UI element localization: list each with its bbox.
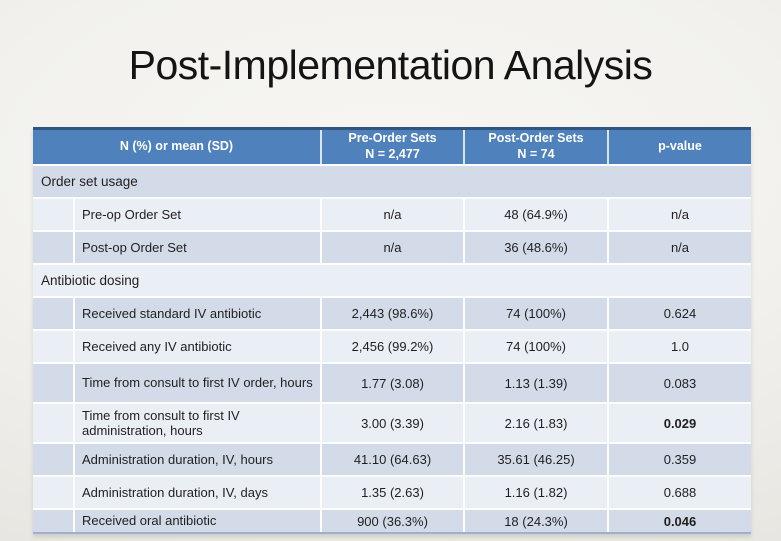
- table-row-administration-duration-hours: Administration duration, IV, hours 41.10…: [33, 442, 751, 475]
- post-value: 2.16 (1.83): [463, 404, 607, 442]
- table-header-row: N (%) or mean (SD) Pre-Order Sets N = 2,…: [33, 127, 751, 164]
- pre-value: 2,456 (99.2%): [320, 331, 463, 362]
- section-label: Antibiotic dosing: [41, 273, 140, 288]
- header-pre-line2: N = 2,477: [365, 147, 420, 161]
- pre-value: 1.77 (3.08): [320, 364, 463, 402]
- p-value: 0.624: [607, 298, 751, 329]
- p-value: 0.359: [607, 444, 751, 475]
- section-label: Order set usage: [41, 174, 138, 189]
- table-row-administration-duration-days: Administration duration, IV, days 1.35 (…: [33, 475, 751, 508]
- pre-value: 41.10 (64.63): [320, 444, 463, 475]
- p-value: n/a: [607, 199, 751, 230]
- post-value: 36 (48.6%): [463, 232, 607, 263]
- indent-cell: [33, 298, 73, 329]
- indent-cell: [33, 477, 73, 508]
- post-value: 48 (64.9%): [463, 199, 607, 230]
- table-row-received-any-iv: Received any IV antibiotic 2,456 (99.2%)…: [33, 329, 751, 362]
- section-row-order-set-usage: Order set usage: [33, 164, 751, 197]
- row-label: Time from consult to first IV administra…: [73, 404, 320, 442]
- table-row-time-to-first-iv-order: Time from consult to first IV order, hou…: [33, 362, 751, 402]
- table-row-received-standard-iv: Received standard IV antibiotic 2,443 (9…: [33, 296, 751, 329]
- header-cell-post-order-sets: Post-Order Sets N = 74: [463, 130, 607, 164]
- row-label: Received oral antibiotic: [73, 510, 320, 532]
- row-label: Post-op Order Set: [73, 232, 320, 263]
- slide-title: Post-Implementation Analysis: [128, 42, 653, 88]
- header-cell-p-value: p-value: [607, 130, 751, 164]
- row-label: Received any IV antibiotic: [73, 331, 320, 362]
- pre-value: 1.35 (2.63): [320, 477, 463, 508]
- header-pre-line1: Pre-Order Sets: [348, 131, 437, 146]
- indent-cell: [33, 444, 73, 475]
- table-row-time-to-first-iv-administration: Time from consult to first IV administra…: [33, 402, 751, 442]
- post-value: 74 (100%): [463, 298, 607, 329]
- header-p-label: p-value: [658, 139, 702, 154]
- row-label: Administration duration, IV, days: [73, 477, 320, 508]
- pre-value: 2,443 (98.6%): [320, 298, 463, 329]
- header-measure-label: N (%) or mean (SD): [119, 139, 234, 154]
- indent-cell: [33, 364, 73, 402]
- p-value: 1.0: [607, 331, 751, 362]
- header-post-line1: Post-Order Sets: [488, 131, 584, 146]
- table-row-post-op-order-set: Post-op Order Set n/a 36 (48.6%) n/a: [33, 230, 751, 263]
- pre-value: n/a: [320, 199, 463, 230]
- indent-cell: [33, 232, 73, 263]
- p-value: 0.083: [607, 364, 751, 402]
- p-value-significant: 0.046: [607, 510, 751, 532]
- row-label: Received standard IV antibiotic: [73, 298, 320, 329]
- p-value-significant: 0.029: [607, 404, 751, 442]
- indent-cell: [33, 199, 73, 230]
- header-cell-measure: N (%) or mean (SD): [33, 130, 320, 164]
- post-value: 18 (24.3%): [463, 510, 607, 532]
- row-label: Time from consult to first IV order, hou…: [73, 364, 320, 402]
- row-label: Administration duration, IV, hours: [73, 444, 320, 475]
- post-value: 1.13 (1.39): [463, 364, 607, 402]
- indent-cell: [33, 331, 73, 362]
- table-row-received-oral-antibiotic: Received oral antibiotic 900 (36.3%) 18 …: [33, 508, 751, 532]
- table-row-pre-op-order-set: Pre-op Order Set n/a 48 (64.9%) n/a: [33, 197, 751, 230]
- p-value: n/a: [607, 232, 751, 263]
- results-table: N (%) or mean (SD) Pre-Order Sets N = 2,…: [33, 127, 751, 534]
- pre-value: 3.00 (3.39): [320, 404, 463, 442]
- post-value: 74 (100%): [463, 331, 607, 362]
- header-cell-pre-order-sets: Pre-Order Sets N = 2,477: [320, 130, 463, 164]
- post-value: 1.16 (1.82): [463, 477, 607, 508]
- post-value: 35.61 (46.25): [463, 444, 607, 475]
- indent-cell: [33, 510, 73, 532]
- p-value: 0.688: [607, 477, 751, 508]
- pre-value: 900 (36.3%): [320, 510, 463, 532]
- row-label: Pre-op Order Set: [73, 199, 320, 230]
- header-post-line2: N = 74: [517, 147, 555, 161]
- indent-cell: [33, 404, 73, 442]
- section-row-antibiotic-dosing: Antibiotic dosing: [33, 263, 751, 296]
- pre-value: n/a: [320, 232, 463, 263]
